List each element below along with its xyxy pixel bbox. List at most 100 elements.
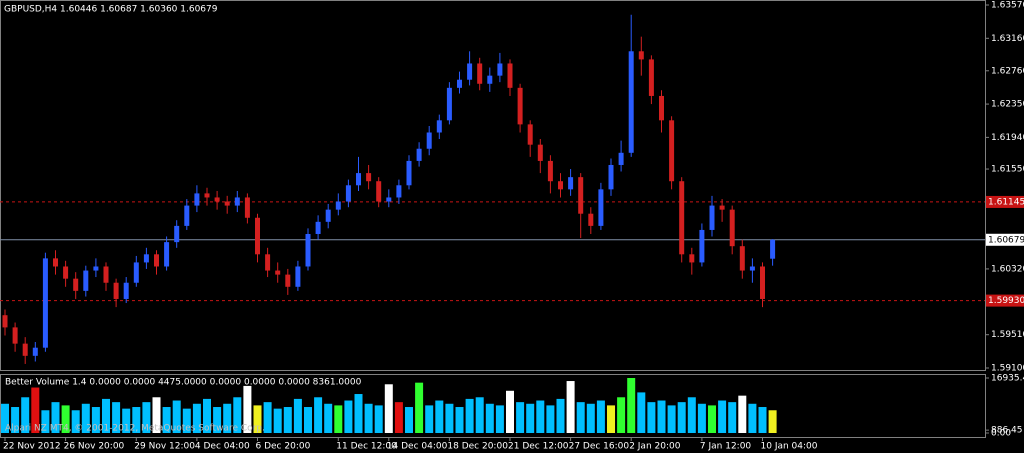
x-tick-label: 14 Dec 04:00 [387,442,448,452]
volume-bar [687,397,696,433]
volume-bar [435,400,444,433]
volume-bar [647,402,656,433]
volume-title: Better Volume 1.4 0.0000 0.0000 4475.000… [5,378,362,388]
level-label-box [986,195,1024,208]
volume-bar [556,398,565,433]
volume-bar [243,385,252,433]
y-tick-label: 1.61550 [991,165,1024,175]
candle-body [174,225,180,243]
candle-body [578,177,584,214]
volume-bar [11,407,20,433]
volume-bar [738,395,747,433]
candle-body [679,181,685,255]
volume-bar [455,407,464,433]
candle-body [376,181,382,202]
candle-body [760,266,765,299]
volume-frame [0,374,986,438]
y-tick-label: 1.62760 [991,66,1024,76]
volume-bar [394,402,403,433]
volume-bar [516,402,525,433]
volume-bar [617,397,626,433]
volume-bar [627,378,636,433]
candle-body [547,160,553,182]
candle-body [608,164,614,190]
volume-bar [223,403,232,433]
volume-bar [253,405,262,433]
volume-bar [51,402,60,433]
volume-bar [445,403,454,433]
candle-body [396,185,402,198]
candle-body [467,63,473,80]
volume-bar [495,405,504,433]
volume-bar [273,408,282,433]
level-label-box [986,294,1024,307]
volume-bar [586,403,595,433]
y-tick-label: 1.63570 [991,1,1024,11]
candle-body [184,205,190,226]
candle-body [527,124,533,145]
candle-body [275,270,281,275]
candle-body [749,266,755,271]
volume-bar [485,403,494,433]
x-tick-label: 4 Dec 04:00 [195,442,250,452]
volume-bar [132,407,141,433]
volume-bar [102,398,110,433]
volume-bar [657,400,666,433]
volume-bar [415,382,424,433]
candle-body [32,347,38,356]
volume-bar [1,403,9,433]
volume-bar [182,408,191,433]
volume-bar [203,398,211,433]
level-label: 1.61145 [988,197,1024,207]
volume-bar [718,400,727,433]
x-tick-label: 27 Dec 16:00 [569,442,630,452]
candle-body [214,197,220,202]
candle-body [638,51,644,60]
volume-bar [536,400,545,433]
volume-bar [21,397,30,433]
x-tick-label: 11 Dec 12:00 [336,442,397,452]
candle-body [345,185,351,202]
candle-body [507,63,513,88]
volume-bar [71,410,80,433]
y-tick-label: 1.61940 [991,133,1024,143]
volume-bar [667,405,676,433]
candle-body [305,234,311,267]
candle-body [386,197,392,202]
candle-body [265,254,271,271]
volume-bar [162,407,171,433]
volume-bar [526,403,535,433]
candle-body [123,282,129,299]
candle-body [598,189,604,226]
candle-body [568,177,574,190]
candle-body [739,246,745,271]
candle-body [22,343,28,356]
volume-bar [354,394,363,433]
candle-body [487,75,493,84]
volume-bar [475,397,484,433]
candle-body [133,262,139,283]
y-tick-label: 1.60320 [991,264,1024,274]
volume-bar [283,407,292,433]
candle-body [537,144,543,161]
candle-body [497,63,503,76]
volume-bar [304,407,312,433]
volume-bar [41,410,50,433]
volume-bar [384,384,393,433]
volume-bar [405,407,413,433]
volume-bar [748,403,757,433]
volume-bar [637,392,646,433]
volume-tick-label: 16935.49 [991,374,1024,384]
volume-bar [364,403,373,433]
candle-body [154,254,159,267]
candle-body [436,120,442,133]
volume-bar [233,397,242,433]
volume-bar [172,400,181,433]
volume-bar [465,398,474,433]
candle-body [517,87,523,125]
volume-bar [596,400,605,433]
candle-body [103,266,109,283]
candle-body [659,95,664,121]
